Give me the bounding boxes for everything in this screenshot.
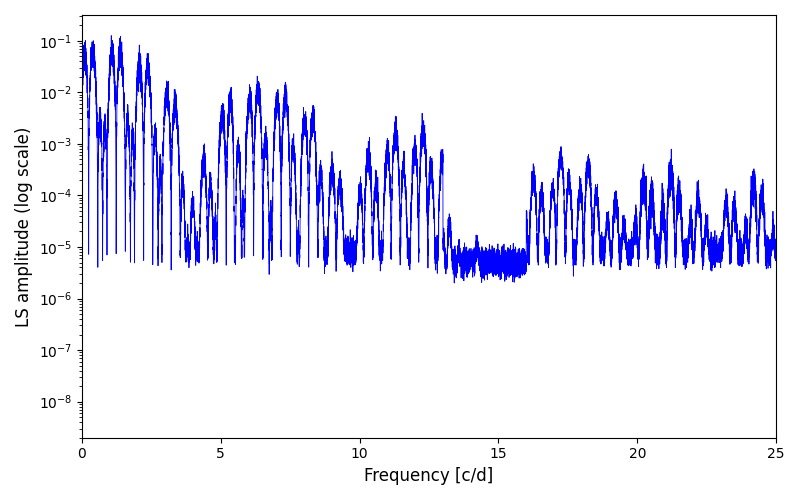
X-axis label: Frequency [c/d]: Frequency [c/d] xyxy=(364,467,494,485)
Y-axis label: LS amplitude (log scale): LS amplitude (log scale) xyxy=(15,126,33,326)
